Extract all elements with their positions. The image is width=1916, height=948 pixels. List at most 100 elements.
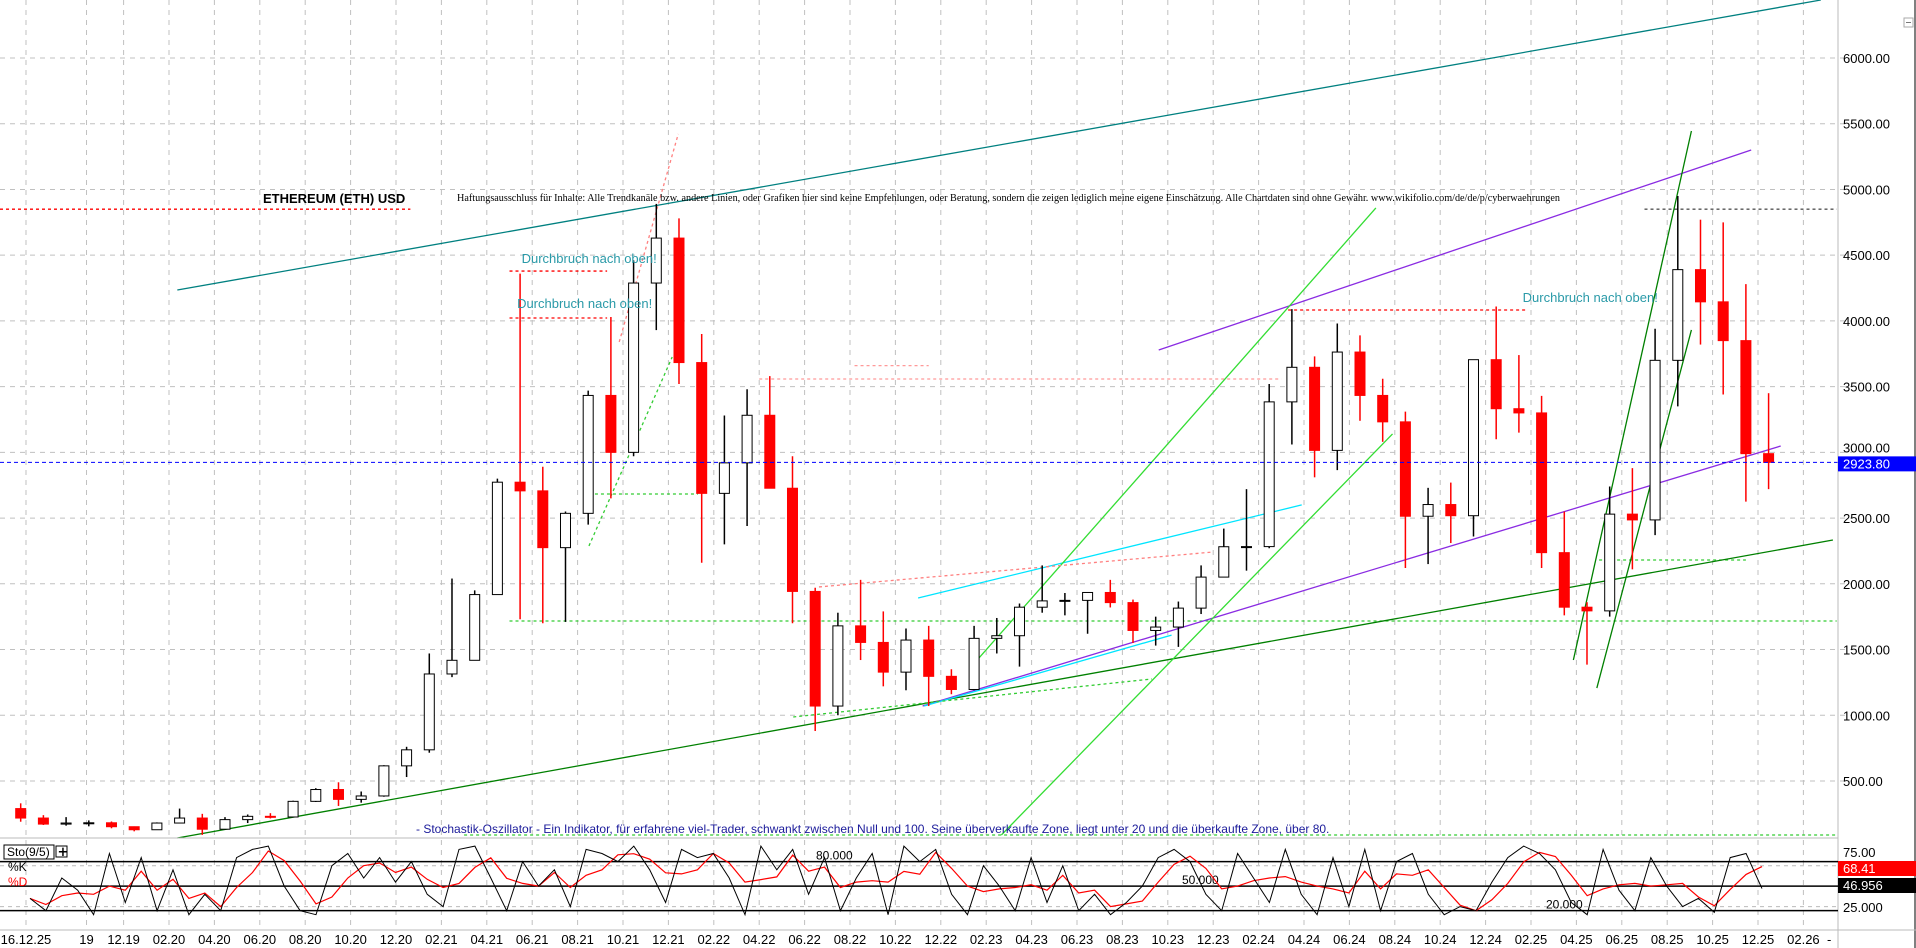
candles <box>15 196 1775 835</box>
trendline-green-dotted-2022 <box>793 678 1152 718</box>
candle-body <box>219 819 231 830</box>
trendline-green-steep-b <box>1000 433 1393 836</box>
candle-body <box>1013 606 1025 637</box>
candle-body <box>1263 401 1275 548</box>
candle-body <box>1059 599 1071 602</box>
trendline-green-2025-a <box>1572 130 1693 661</box>
candle-body <box>15 808 27 819</box>
x-tick-label: 08.24 <box>1379 932 1412 947</box>
candle-body <box>1581 606 1593 612</box>
add-indicator-button[interactable] <box>55 845 68 858</box>
candle-body <box>1331 351 1343 451</box>
candle-body <box>1490 359 1502 410</box>
candle-body <box>264 815 276 818</box>
candle-body <box>1354 351 1366 396</box>
x-tick-label: 16.12.25 <box>1 932 52 947</box>
collapse-panel-icon[interactable] <box>1903 17 1914 28</box>
candle-body <box>741 414 753 464</box>
trendline-cyan-upper <box>917 504 1302 599</box>
candle-body <box>1218 546 1230 578</box>
x-tick-label: 06.23 <box>1061 932 1094 947</box>
candle-body <box>196 817 208 830</box>
candle-body <box>287 800 299 818</box>
indicator-name-box[interactable] <box>3 844 55 860</box>
candle-body <box>1649 359 1661 521</box>
y-tick-label: 500.00 <box>1843 774 1883 789</box>
x-tick-label: 10.23 <box>1152 932 1185 947</box>
candle-body <box>764 414 776 489</box>
x-tick-label: 12.21 <box>652 932 685 947</box>
indicator-level-label: 80.000 <box>816 849 853 863</box>
candle-body <box>696 362 708 494</box>
last-price-label: 2923.80 <box>1838 456 1916 472</box>
last-price-value: 2923.80 <box>1843 456 1890 471</box>
y-tick-label: 5500.00 <box>1843 117 1890 132</box>
x-tick-label: 02.20 <box>153 932 186 947</box>
d-value-box <box>1838 861 1916 876</box>
d-value-label: 68.41 <box>1843 861 1876 876</box>
candle-body <box>1104 591 1116 604</box>
y-tick-label: 1500.00 <box>1843 643 1890 658</box>
x-tick-label: 02.25 <box>1515 932 1548 947</box>
indicator-axis-label: 75.00 <box>1843 845 1876 860</box>
trendline-green-2025-b <box>1596 329 1693 689</box>
y-tick-label: 1000.00 <box>1843 708 1890 723</box>
candle-body <box>1172 607 1184 628</box>
candle-body <box>1377 394 1389 423</box>
time-axis: 16.12.25 19 12.19 02.20 04.20 06.20 08.20 10.20… <box>1 932 1820 947</box>
y-tick-label: 2500.00 <box>1843 511 1890 526</box>
annotation-label: Durchbruch nach oben! <box>1523 290 1658 305</box>
candle-body <box>877 641 889 673</box>
x-tick-label: 12.24 <box>1469 932 1502 947</box>
stochastic-panel: 75.00 25.000 80.000 50.000 20.000 68.41 46.956 <box>0 844 1916 917</box>
candle-body <box>1604 513 1616 612</box>
trendline-cyan-lower <box>923 634 1172 707</box>
candle-body <box>242 815 254 821</box>
disclaimer-text: Haftungsausschluss für Inhalte: Alle Tre… <box>457 193 1560 204</box>
annotation-label: Durchbruch nach oben! <box>517 296 652 311</box>
candle-body <box>1240 546 1252 549</box>
y-tick-label: 4000.00 <box>1843 314 1890 329</box>
candle-body <box>446 659 458 675</box>
grid <box>0 0 1852 930</box>
candle-body <box>582 394 594 514</box>
candle-body <box>1195 576 1207 609</box>
candle-body <box>332 789 344 800</box>
candle-body <box>423 673 435 751</box>
candle-body <box>1422 504 1434 517</box>
candle-body <box>923 639 935 677</box>
annotations: Durchbruch nach oben! Durchbruch nach obe… <box>517 251 1658 311</box>
candle-body <box>718 462 730 494</box>
chart-title: ETHEREUM (ETH) USD <box>263 191 405 206</box>
y-tick-label: 2000.00 <box>1843 577 1890 592</box>
y-tick-label: 5000.00 <box>1843 182 1890 197</box>
plus-icon: + <box>58 845 69 860</box>
x-tick-label: 10.24 <box>1424 932 1457 947</box>
last-price-box <box>1838 456 1916 472</box>
candle-body <box>514 481 526 492</box>
x-tick-label: 06.25 <box>1606 932 1639 947</box>
candle-body <box>128 826 140 831</box>
x-tick-label: 04.23 <box>1015 932 1048 947</box>
candle-body <box>1309 366 1321 451</box>
candle-body <box>1445 504 1457 517</box>
candle-body <box>809 590 821 707</box>
x-tick-label: 08.25 <box>1651 932 1684 947</box>
x-tick-label: 04.24 <box>1288 932 1321 947</box>
candle-body <box>174 817 186 824</box>
x-tick-label: 10.25 <box>1696 932 1729 947</box>
candle-body <box>105 822 117 828</box>
candle-body <box>378 765 390 797</box>
x-tick-label: 12.19 <box>107 932 140 947</box>
trendline-upper-channel <box>177 0 1821 291</box>
x-tick-label: 02.22 <box>698 932 731 947</box>
x-tick-label: 04.25 <box>1560 932 1593 947</box>
candle-body <box>945 675 957 690</box>
candle-body <box>968 637 980 690</box>
x-tick-label: 10.20 <box>334 932 367 947</box>
candle-body <box>1536 412 1548 554</box>
k-legend: %K <box>8 860 27 874</box>
candle-body <box>1082 591 1094 601</box>
trendline-long-support <box>177 539 1834 839</box>
